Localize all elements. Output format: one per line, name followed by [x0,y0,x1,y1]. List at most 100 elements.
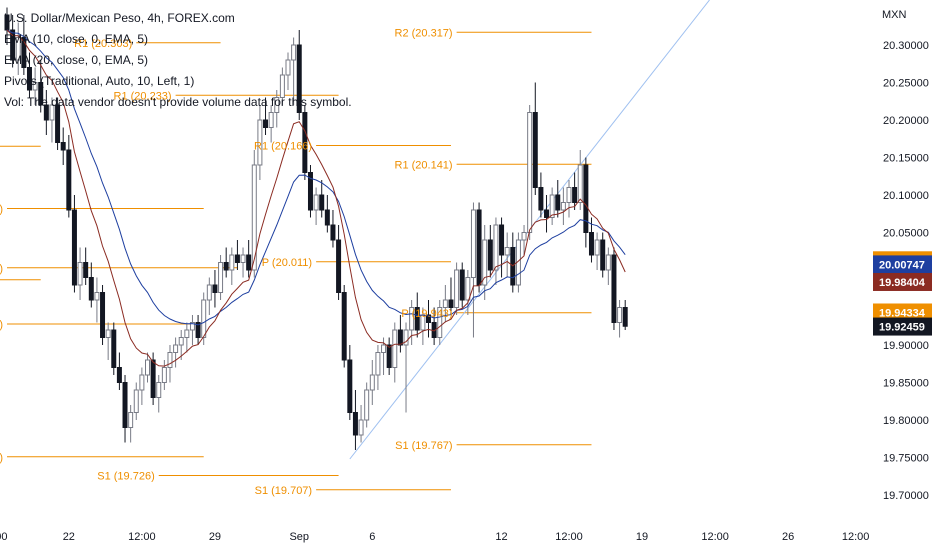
price-tick-label: 19.70000 [883,490,929,502]
candle-body [88,277,94,301]
candle-body [105,329,111,338]
pivot-label: R1 (20.233) [114,90,172,102]
candle-body [116,367,122,383]
candle-body [38,82,44,106]
price-tag-label: 19.92459 [879,322,925,334]
candle-body [588,232,594,256]
candle-body [437,307,443,338]
candle-body [246,254,252,271]
candle-body [268,112,274,128]
legend-ema-fast[interactable]: EMA (10, close, 0, EMA, 5) [4,32,149,46]
candle-body [145,359,150,376]
candle-body [251,164,257,271]
candle-body [583,164,589,233]
candle-body [347,359,353,413]
candle-body [611,254,617,323]
candle-body [560,202,566,211]
price-axis: MXN 19.70000 19.75000 19.80000 19.85000 19.90… [870,0,932,550]
candle-body [454,269,460,308]
candle-body [465,277,471,301]
pivot-label: R1 (20.141) [395,159,453,171]
candle-body [150,359,156,398]
candle-body [60,142,66,151]
candle-body [223,262,229,271]
candle-body [605,254,611,271]
candle-body [386,344,392,368]
candle-body [527,112,533,233]
candle-body [577,164,583,203]
legend-pivots[interactable]: Pivots (Traditional, Auto, 10, Left, 1) [4,74,195,88]
candle-body [83,262,89,278]
pivot-label: R1 (20.166) [254,141,312,153]
candle-body [274,97,280,113]
candle-body [15,37,21,61]
candle-body [442,299,448,308]
candle-body [470,209,476,278]
price-tick-label: 19.80000 [883,415,929,427]
candle-body [173,344,179,353]
price-tag-label: 19.98404 [879,277,926,289]
price-tag-bg [873,272,932,291]
candle-body [476,209,482,286]
time-tick-label: 26 [782,531,794,543]
candle-body [544,209,550,218]
candle-body [279,74,285,98]
candle-body [566,187,572,203]
candle-body [240,254,246,263]
candle-body [156,382,162,398]
candle-body [302,112,308,173]
price-tick-label: 20.10000 [883,190,929,202]
candle-body [189,322,195,331]
price-tick-label: 20.20000 [883,115,929,127]
price-unit-label: MXN [882,9,907,21]
candle-body [201,299,207,338]
candle-body [212,284,218,293]
candle-body [358,419,364,436]
price-tick-label: 20.15000 [883,153,929,165]
candle-body [341,292,347,361]
ema-fast-line [6,29,626,367]
candle-body [414,307,420,331]
price-tag-label: 20.00747 [879,259,925,271]
pivot-label: R1 (20.303) [74,38,132,50]
time-axis-bg [0,525,870,550]
candle-body [572,187,578,203]
candle-body [319,194,325,211]
time-axis: 00 22 12:00 29 Sep 6 12 12:00 19 12:00 26 12:00 [0,525,870,550]
ema-lines [6,29,626,367]
legend-ema-slow[interactable]: EMA (20, close, 0, EMA, 5) [4,53,149,67]
candle-body [324,209,330,226]
pivot-label: P (20.011) [262,257,312,269]
candle-body [499,224,505,256]
price-tick-label: 19.85000 [883,378,929,390]
candle-body [77,262,83,286]
candle-body [487,239,493,271]
candle-body [49,104,55,121]
candle-body [26,67,32,91]
price-tick-label: 20.05000 [883,228,929,240]
candle-body [409,307,415,331]
candle-body [257,119,263,166]
candle-body [336,239,342,293]
pivot-label: S2 (19.928) [0,319,3,331]
pivot-label: P (19.943) [401,308,452,320]
legend-volume[interactable]: Vol: The data vendor doesn't provide vol… [4,95,352,109]
time-tick-label: 22 [63,531,75,543]
candle-body [459,269,465,301]
candle-body [532,112,538,188]
time-tick-label: 12:00 [128,531,156,543]
candle-body [330,224,336,241]
legend-symbol-title[interactable]: U.S. Dollar/Mexican Peso, 4h, FOREX.com [4,11,235,25]
price-tag-bg [873,317,932,336]
candle-body [32,82,38,91]
candles [4,7,628,450]
candle-body [161,367,167,383]
pivot-label: S3 (19.751) [0,452,3,464]
ema-slow-line [6,29,626,326]
candle-body [482,239,488,286]
pivot-labels: R2 (20.317) R1 (20.166) R1 (20.141) P (20.0… [0,27,453,497]
candle-body [521,232,527,241]
candle-body [426,314,431,323]
